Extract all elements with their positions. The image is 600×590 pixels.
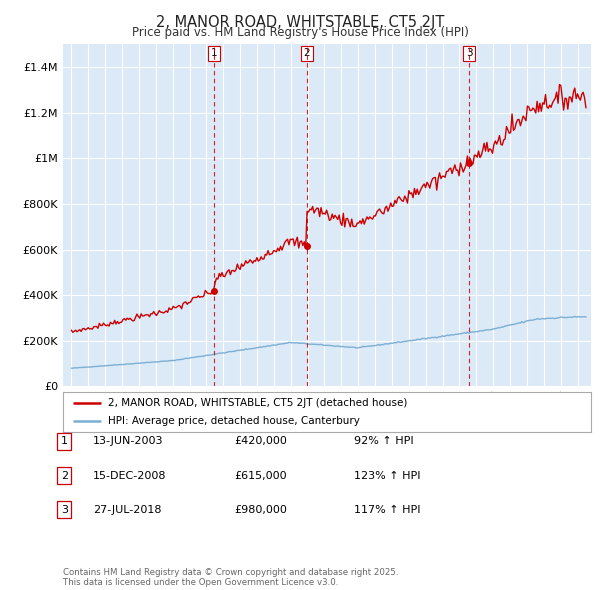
- Text: £420,000: £420,000: [234, 437, 287, 446]
- Text: 2, MANOR ROAD, WHITSTABLE, CT5 2JT (detached house): 2, MANOR ROAD, WHITSTABLE, CT5 2JT (deta…: [108, 398, 407, 408]
- Text: 1: 1: [61, 437, 68, 446]
- Text: £615,000: £615,000: [234, 471, 287, 480]
- Text: 1: 1: [211, 48, 217, 58]
- Text: 3: 3: [466, 48, 473, 58]
- Text: 27-JUL-2018: 27-JUL-2018: [93, 505, 161, 514]
- Text: 92% ↑ HPI: 92% ↑ HPI: [354, 437, 413, 446]
- Text: 15-DEC-2008: 15-DEC-2008: [93, 471, 167, 480]
- Text: £980,000: £980,000: [234, 505, 287, 514]
- Text: 2: 2: [304, 48, 310, 58]
- Text: Contains HM Land Registry data © Crown copyright and database right 2025.
This d: Contains HM Land Registry data © Crown c…: [63, 568, 398, 587]
- Text: Price paid vs. HM Land Registry's House Price Index (HPI): Price paid vs. HM Land Registry's House …: [131, 26, 469, 39]
- Text: 3: 3: [61, 505, 68, 514]
- Text: 117% ↑ HPI: 117% ↑ HPI: [354, 505, 421, 514]
- Text: HPI: Average price, detached house, Canterbury: HPI: Average price, detached house, Cant…: [108, 416, 360, 426]
- Text: 2: 2: [61, 471, 68, 480]
- Text: 13-JUN-2003: 13-JUN-2003: [93, 437, 163, 446]
- Text: 123% ↑ HPI: 123% ↑ HPI: [354, 471, 421, 480]
- Text: 2, MANOR ROAD, WHITSTABLE, CT5 2JT: 2, MANOR ROAD, WHITSTABLE, CT5 2JT: [156, 15, 444, 30]
